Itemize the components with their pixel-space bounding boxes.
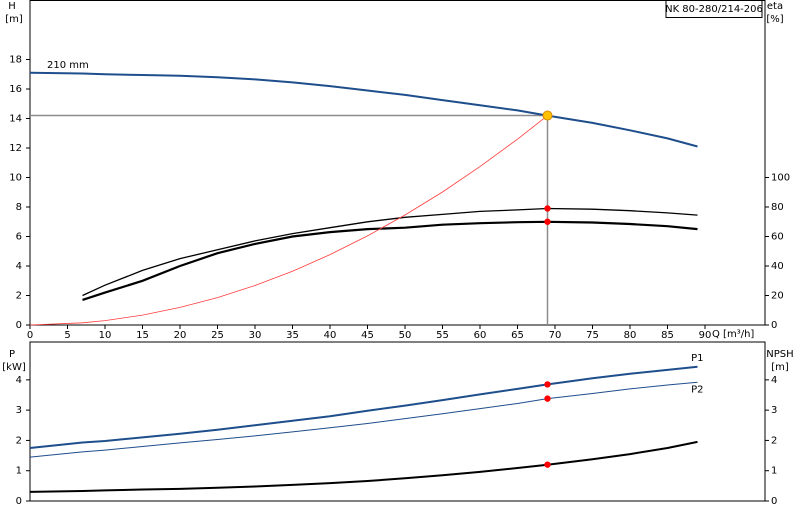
y-tick-label: 4 xyxy=(16,261,22,272)
y2-tick-label: 100 xyxy=(771,173,790,184)
y-tick-label: 10 xyxy=(9,173,22,184)
y2-axis-unit: [m] xyxy=(771,362,789,373)
y-tick-label: 8 xyxy=(16,202,22,213)
x-tick-label: 40 xyxy=(324,330,337,341)
x-tick-label: 10 xyxy=(99,330,112,341)
plot-frame xyxy=(29,0,766,326)
duty-point xyxy=(544,395,551,402)
x-tick-label: 5 xyxy=(64,330,70,341)
y2-axis-label: NPSH xyxy=(766,349,793,360)
y2-tick-label: 0 xyxy=(771,496,777,507)
y-tick-label: 14 xyxy=(9,114,22,125)
y-axis-label: P xyxy=(9,349,15,360)
series-line xyxy=(82,207,698,297)
x-tick-label: 25 xyxy=(211,330,224,341)
x-tick-label: 90 xyxy=(699,330,712,341)
series-line xyxy=(29,71,698,148)
y-tick-label: 16 xyxy=(9,84,22,95)
y2-tick-label: 3 xyxy=(771,405,777,416)
x-tick-label: 45 xyxy=(361,330,374,341)
y-tick-label: 6 xyxy=(16,232,22,243)
x-tick-label: 20 xyxy=(174,330,187,341)
x-tick-label: 55 xyxy=(436,330,449,341)
x-tick-label: 60 xyxy=(474,330,487,341)
y-tick-label: 4 xyxy=(16,375,22,386)
y-tick-label: 0 xyxy=(16,320,22,331)
x-tick-label: 80 xyxy=(624,330,637,341)
series-line xyxy=(29,381,698,458)
duty-point xyxy=(542,110,553,121)
duty-point xyxy=(544,381,551,388)
x-tick-label: 85 xyxy=(661,330,674,341)
duty-point xyxy=(544,205,551,212)
series-line xyxy=(29,440,698,493)
duty-point xyxy=(544,461,551,468)
series-line xyxy=(82,220,698,301)
y-tick-label: 12 xyxy=(9,143,22,154)
y2-tick-label: 60 xyxy=(771,232,784,243)
y2-tick-label: 2 xyxy=(771,435,777,446)
y2-tick-label: 0 xyxy=(771,320,777,331)
y2-axis-unit: [%] xyxy=(766,14,783,25)
y-tick-label: 3 xyxy=(16,405,22,416)
y-axis-unit: [m] xyxy=(5,14,23,25)
y2-tick-label: 40 xyxy=(771,261,784,272)
y2-tick-label: 1 xyxy=(771,466,777,477)
x-tick-label: 35 xyxy=(286,330,299,341)
y2-tick-label: 20 xyxy=(771,291,784,302)
x-tick-label: 0 xyxy=(27,330,33,341)
series-label: P1 xyxy=(691,353,703,364)
y2-axis-label: eta xyxy=(767,1,783,12)
y-axis-unit: [kW] xyxy=(2,362,26,373)
duty-point xyxy=(544,218,551,225)
x-tick-label: 50 xyxy=(399,330,412,341)
y-tick-label: 2 xyxy=(16,291,22,302)
chart-title: NK 80-280/214-206 xyxy=(665,4,763,15)
y2-tick-label: 4 xyxy=(771,375,777,386)
series-line xyxy=(29,115,548,326)
x-axis-label: Q [m³/h] xyxy=(712,329,754,340)
series-line xyxy=(29,365,698,449)
x-tick-label: 65 xyxy=(511,330,524,341)
series-label: 210 mm xyxy=(47,60,89,71)
series-label: P2 xyxy=(691,384,703,395)
x-tick-label: 30 xyxy=(249,330,262,341)
plot-frame xyxy=(29,341,766,502)
y-tick-label: 18 xyxy=(9,55,22,66)
y-tick-label: 0 xyxy=(16,496,22,507)
y2-tick-label: 80 xyxy=(771,202,784,213)
y-tick-label: 2 xyxy=(16,435,22,446)
x-tick-label: 75 xyxy=(586,330,599,341)
x-tick-label: 70 xyxy=(549,330,562,341)
y-tick-label: 1 xyxy=(16,466,22,477)
x-tick-label: 15 xyxy=(136,330,149,341)
y-axis-label: H xyxy=(8,1,16,12)
